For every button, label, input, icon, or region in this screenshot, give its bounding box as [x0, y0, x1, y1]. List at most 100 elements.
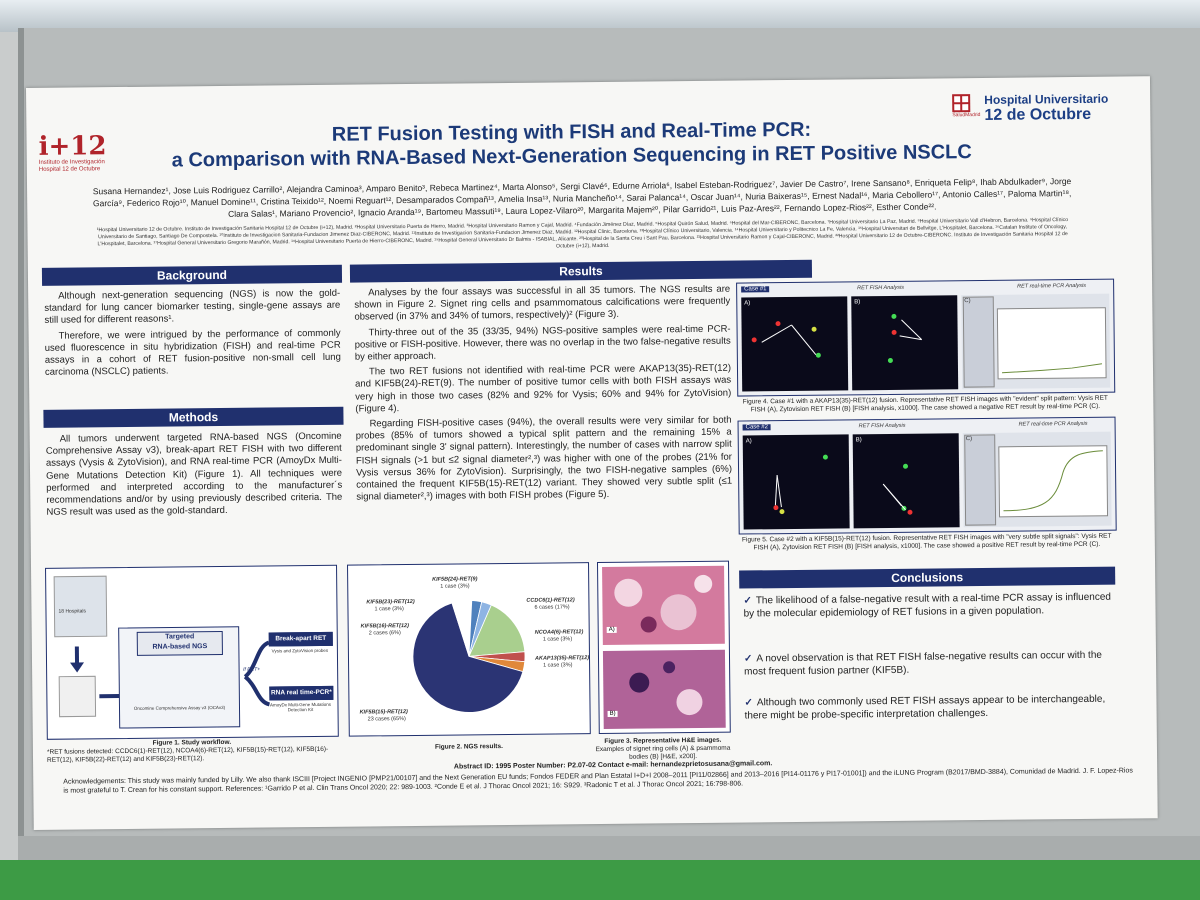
- check-icon: ✓: [744, 697, 753, 709]
- pie-label-ccdc6-1-ret-12-: CCDC6(1)-RET(12): [526, 597, 575, 604]
- pie-value-akap13-35-ret-12-: 1 case (3%): [543, 662, 573, 668]
- pie-value-kif5b-24-ret-9-: 1 case (3%): [440, 583, 470, 589]
- flow-arrow-pcr: [243, 675, 271, 707]
- pie-slice-kif5b-24-ret-9-: [468, 601, 492, 657]
- figure3-he-images: A) B): [596, 560, 731, 735]
- figure4-fish-a: A): [741, 296, 849, 392]
- hospital-logo-icon: [952, 94, 971, 113]
- figure5-b-label: B): [855, 437, 862, 444]
- figure5-fish-a: A): [742, 434, 850, 530]
- check-icon: ✓: [743, 653, 753, 665]
- figure5-pcr-plot: [964, 434, 1109, 526]
- poster: i+12 Instituto de Investigación Hospital…: [26, 76, 1158, 830]
- hospital-logo-line1: Hospital Universitario: [984, 91, 1109, 107]
- pie-label-kif5b-15-ret-12-: KIF5B(15)-RET(12): [360, 709, 409, 716]
- figure3-caption-text: Examples of signet ring cells (A) & psam…: [595, 744, 731, 761]
- figure5-caption: Figure 5. Case #2 with a KIF5B(15)-RET(1…: [741, 532, 1112, 552]
- methods-heading: Methods: [43, 406, 344, 428]
- institute-logo: i+12 Instituto de Investigación Hospital…: [38, 131, 118, 174]
- flow-arrow-fish: [243, 640, 270, 679]
- figure4-pcr-c: C): [961, 293, 1111, 390]
- conclusion-item-1: ✓ The likelihood of a false-negative resu…: [743, 591, 1115, 621]
- pie-value-kif5b-23-ret-12-: 1 case (3%): [374, 606, 404, 612]
- conclusion-item-2: ✓ A novel observation is that RET FISH fa…: [744, 649, 1116, 679]
- figure4-case1: Case #1 RET FISH Analysis RET real-time …: [736, 278, 1116, 397]
- figure5-c-label: C): [965, 436, 973, 443]
- targeted-ngs-box: Targeted RNA-based NGS: [136, 630, 223, 656]
- fish-probes-label: Vysis and ZytoVision probes: [271, 647, 329, 654]
- results-heading: Results: [349, 259, 813, 283]
- figure5-case-label: Case #2: [742, 424, 771, 431]
- figure5-fish-b: B): [852, 433, 960, 529]
- pie-value-kif5b-15-ret-12-: 23 cases (65%): [368, 716, 406, 722]
- floor: [0, 860, 1200, 900]
- institute-logo-mark: i+12: [38, 131, 107, 162]
- figure2-caption: Figure 2. NGS results.: [434, 743, 503, 751]
- figure4-caption: Figure 4. Case #1 with a AKAP13(35)-RET(…: [742, 394, 1108, 414]
- author-list: Susana Hernandez¹, Jose Luis Rodriguez C…: [92, 176, 1072, 219]
- institute-logo-text: Instituto de Investigación Hospital 12 d…: [38, 159, 105, 173]
- he-cell-a4: [640, 616, 657, 633]
- figure4-b-label: B): [854, 299, 861, 306]
- check-icon: ✓: [743, 595, 752, 607]
- conclusion-text-2: A novel observation is that RET FISH fal…: [744, 649, 1102, 678]
- flow-arrow-head: [70, 662, 85, 673]
- conclusions-heading: Conclusions: [739, 566, 1116, 589]
- figure5-a-label: A): [745, 438, 752, 445]
- results-text: Analyses by the four assays was successf…: [354, 284, 732, 507]
- poster-title: RET Fusion Testing with FISH and Real-Ti…: [136, 116, 1006, 173]
- pie-value-kif5b-16-ret-12-: 2 cases (6%): [369, 630, 401, 636]
- he-label-a: A): [606, 626, 617, 633]
- figure4-pcr-title: RET real-time PCR Analysis: [1017, 282, 1087, 290]
- pie-slice-kif5b-15-ret-12-: [412, 602, 524, 713]
- conclusion-text-1: The likelihood of a false-negative resul…: [743, 591, 1112, 620]
- figure2-pie-chart: CCDC6(1)-RET(12) 6 cases (17%) NCOA4(6)-RE…: [347, 562, 591, 737]
- pie-label-kif5b-16-ret-12-: KIF5B(16)-RET(12): [361, 623, 410, 630]
- hospitals-label: 18 Hospitals: [58, 608, 87, 615]
- figure1-caption: Figure 1. Study workflow. *RET fusions d…: [47, 738, 337, 765]
- spain-map: [53, 575, 108, 638]
- figure4-a-label: A): [744, 300, 751, 307]
- background-paragraph-2: Therefore, we were intrigued by the perf…: [44, 327, 341, 379]
- pie-slice-ccdc6-1-ret-12-: [468, 604, 526, 657]
- figure5-a-arrows: [774, 475, 782, 508]
- methods-paragraph-1: All tumors underwent targeted RNA-based …: [45, 430, 343, 519]
- he-label-b: B): [607, 710, 618, 717]
- background-text: Although next-generation sequencing (NGS…: [44, 288, 341, 383]
- figure5-case2: Case #2 RET FISH Analysis RET real-time …: [737, 416, 1117, 535]
- he-cell-a3: [694, 574, 713, 593]
- conclusion-text-3: Although two commonly used RET FISH assa…: [744, 693, 1106, 722]
- pie-label-akap13-35-ret-12-: AKAP13(35)-RET(12): [534, 655, 589, 662]
- figure4-b-arrows: [899, 319, 923, 341]
- background-heading: Background: [41, 264, 343, 286]
- pie-label-kif5b-23-ret-12-: KIF5B(23)-RET(12): [366, 599, 415, 606]
- pie-chart-svg: CCDC6(1)-RET(12)6 cases (17%) NCOA4(6)-RE…: [360, 576, 590, 722]
- figure4-c-label: C): [964, 298, 971, 305]
- pie-label-kif5b-24-ret-9-: KIF5B(24)-RET(9): [432, 576, 477, 582]
- board-bottom-rail: [18, 836, 1200, 864]
- pie-value-ccdc6-1-ret-12-: 6 cases (17%): [534, 604, 569, 610]
- figure4-fish-title: RET FISH Analysis: [857, 284, 905, 292]
- figure5-pcr-title: RET real-time PCR Analysis: [1018, 420, 1088, 428]
- figure3-caption: Figure 3. Representative H&E images. Exa…: [593, 737, 733, 762]
- fish-box: Break-apart RET FISH: [268, 631, 333, 654]
- figure4-a-arrows: [761, 324, 817, 356]
- results-paragraph-3: The two RET fusions not identified with …: [355, 362, 732, 415]
- pcr-box: RNA real time-PCR*: [269, 685, 334, 701]
- background-paragraph-1: Although next-generation sequencing (NGS…: [44, 287, 341, 327]
- he-cell-a1: [614, 578, 643, 607]
- amoy-label: AmoyDx Multi-Gene Mutations Detection Ki…: [269, 701, 332, 713]
- targeted-ngs-line2: RNA-based NGS: [152, 643, 208, 651]
- he-psammoma-b2: [676, 689, 703, 716]
- pie-label-ncoa4-6-ret-12-: NCOA4(6)-RET(12): [535, 629, 584, 636]
- he-psammoma-b3: [663, 661, 676, 674]
- he-psammoma-b1: [629, 672, 650, 693]
- conclusion-item-3: ✓ Although two commonly used RET FISH ass…: [744, 693, 1116, 723]
- if-ret-label: If RET+: [243, 666, 261, 673]
- affiliation-list: ¹Hospital Universitario 12 de Octubre. I…: [96, 217, 1069, 250]
- figure4-pcr-plot: [962, 296, 1107, 388]
- slide-thumbnail: [58, 675, 97, 718]
- ceiling: [0, 0, 1200, 32]
- figure5-pcr-c: C): [962, 431, 1112, 528]
- results-paragraph-2: Thirty-three out of the 35 (33/35, 94%) …: [354, 323, 731, 363]
